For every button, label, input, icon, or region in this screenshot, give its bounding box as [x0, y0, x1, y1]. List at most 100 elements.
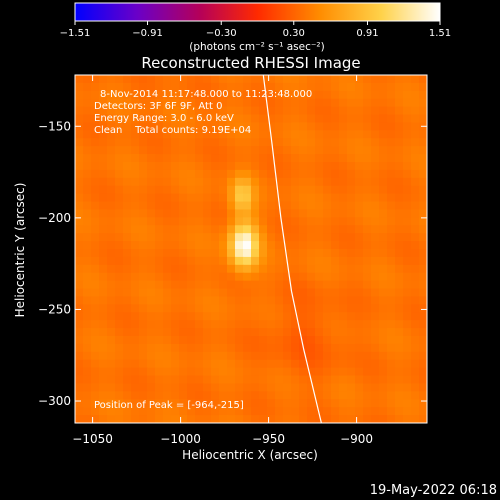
heatmap-cell [187, 209, 196, 218]
heatmap-cell [315, 106, 324, 116]
heatmap-cell [75, 75, 84, 84]
heatmap-cell [403, 122, 412, 131]
heatmap-cell [267, 272, 276, 282]
heatmap-cell [115, 280, 124, 290]
heatmap-cell [347, 98, 356, 108]
heatmap-cell [283, 217, 292, 226]
heatmap-cell [147, 138, 156, 147]
heatmap-cell [155, 82, 164, 92]
heatmap-cell [123, 415, 132, 423]
heatmap-cell [275, 407, 284, 416]
heatmap-cell [115, 296, 124, 305]
heatmap-cell [363, 383, 372, 392]
heatmap-cell [139, 241, 148, 250]
heatmap-cell [307, 193, 316, 203]
heatmap-cell [75, 288, 84, 298]
heatmap-cell [419, 130, 427, 139]
heatmap-cell [99, 106, 108, 116]
heatmap-cell [307, 146, 316, 155]
heatmap-cell [363, 193, 372, 203]
heatmap-cell [307, 343, 316, 353]
heatmap-cell [339, 114, 348, 124]
heatmap-cell [139, 359, 148, 369]
heatmap-cell [131, 185, 140, 195]
heatmap-cell [387, 280, 396, 290]
heatmap-cell [331, 122, 340, 131]
heatmap-cell [83, 336, 92, 345]
heatmap-cell [99, 130, 108, 139]
heatmap-cell [195, 320, 204, 329]
heatmap-cell [307, 225, 316, 234]
heatmap-cell [371, 304, 380, 313]
heatmap-cell [411, 162, 420, 171]
heatmap-cell [387, 114, 396, 124]
heatmap-cell [331, 138, 340, 147]
heatmap-cell [355, 256, 364, 266]
heatmap-cell [155, 138, 164, 147]
heatmap-cell [395, 233, 404, 242]
heatmap-cell [371, 130, 380, 139]
heatmap-cell [251, 122, 260, 131]
heatmap-cell [323, 169, 332, 179]
heatmap-cell [363, 280, 372, 290]
heatmap-cell [99, 241, 108, 250]
heatmap-cell [403, 375, 412, 385]
heatmap-cell [179, 90, 188, 100]
heatmap-cell [291, 415, 300, 423]
heatmap-cell [155, 201, 164, 211]
heatmap-cell [379, 280, 388, 290]
heatmap-cell [163, 185, 172, 195]
heatmap-cell [155, 288, 164, 298]
heatmap-cell [83, 328, 92, 337]
heatmap-cell [411, 328, 420, 337]
heatmap-cell [139, 320, 148, 329]
heatmap-cell [163, 407, 172, 416]
heatmap-cell [291, 280, 300, 290]
heatmap-cell [403, 272, 412, 282]
heatmap-cell [227, 399, 236, 408]
heatmap-cell [339, 193, 348, 203]
heatmap-cell [371, 312, 380, 321]
heatmap-cell [267, 264, 276, 274]
heatmap-cell [235, 193, 244, 203]
heatmap-cell [211, 351, 220, 361]
heatmap-cell [155, 375, 164, 385]
heatmap-cell [211, 193, 220, 203]
heatmap-cell [379, 217, 388, 226]
heatmap-cell [307, 367, 316, 377]
heatmap-cell [339, 336, 348, 345]
heatmap-cell [211, 146, 220, 155]
heatmap-cell [347, 399, 356, 408]
heatmap-cell [235, 106, 244, 116]
heatmap-cell [99, 114, 108, 124]
heatmap-cell [363, 399, 372, 408]
heatmap-cell [323, 328, 332, 337]
heatmap-cell [211, 82, 220, 92]
heatmap-cell [179, 336, 188, 345]
heatmap-cell [179, 169, 188, 179]
heatmap-cell [363, 391, 372, 400]
heatmap-cell [379, 130, 388, 139]
heatmap-cell [379, 256, 388, 266]
heatmap-cell [195, 130, 204, 139]
heatmap-cell [179, 359, 188, 369]
heatmap-cell [179, 185, 188, 195]
heatmap-cell [195, 407, 204, 416]
heatmap-cell [283, 106, 292, 116]
heatmap-cell [323, 162, 332, 171]
heatmap-cell [355, 399, 364, 408]
heatmap-cell [355, 415, 364, 423]
heatmap-cell [251, 343, 260, 353]
heatmap-cell [355, 138, 364, 147]
heatmap-cell [235, 256, 244, 266]
heatmap-cell [179, 193, 188, 203]
heatmap-cell [339, 98, 348, 108]
heatmap-cell [75, 391, 84, 400]
heatmap-cell [163, 201, 172, 211]
chart-title: Reconstructed RHESSI Image [141, 54, 360, 72]
heatmap-cell [331, 82, 340, 92]
heatmap-cell [267, 75, 276, 84]
heatmap-cell [211, 312, 220, 321]
heatmap-cell [387, 367, 396, 377]
heatmap-cell [163, 367, 172, 377]
